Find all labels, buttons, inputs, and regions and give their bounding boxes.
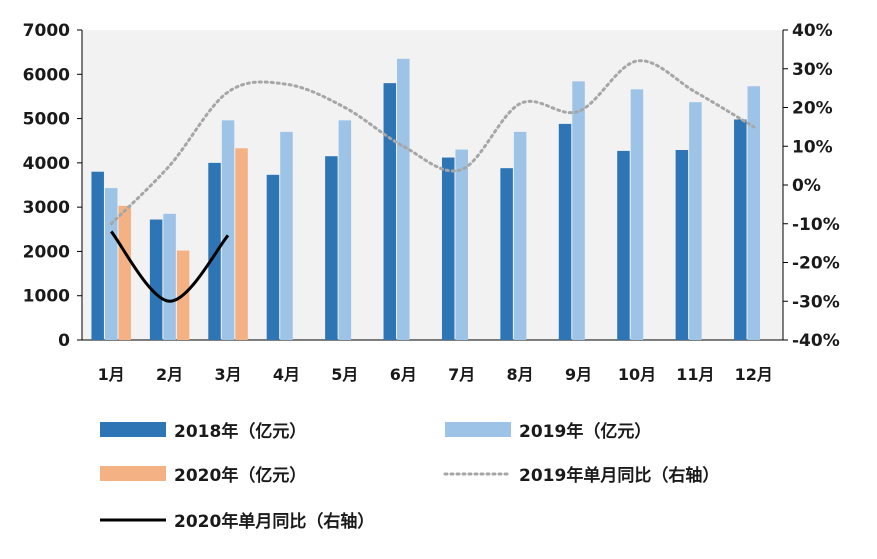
x-tick-label: 5月 [331, 365, 358, 384]
bar-1-3 [208, 162, 221, 340]
x-tick-label: 2月 [156, 365, 183, 384]
left-tick-label: 6000 [23, 65, 70, 85]
bar-2-12 [747, 86, 761, 340]
right-tick-label: 10% [792, 137, 833, 157]
right-tick-label: -20% [792, 254, 840, 274]
bar-3-3 [235, 148, 248, 340]
legend-swatch-1 [100, 422, 166, 437]
x-tick-label: 6月 [390, 365, 417, 384]
bar-1-4 [266, 174, 280, 340]
left-tick-label: 4000 [23, 154, 70, 174]
x-tick-label: 9月 [565, 365, 592, 384]
legend-label-3: 2020年（亿元） [174, 465, 306, 486]
bar-1-2 [149, 219, 163, 340]
bar-2-11 [689, 102, 702, 340]
right-tick-label: 30% [792, 60, 833, 80]
plot-area [82, 30, 783, 340]
right-tick-label: 20% [792, 99, 833, 119]
bar-1-11 [675, 150, 689, 340]
bar-1-6 [383, 83, 397, 341]
legend-label-1: 2018年（亿元） [174, 421, 306, 442]
line-series-1 [109, 59, 756, 226]
bar-1-7 [441, 157, 455, 340]
legend-swatch-2 [445, 422, 511, 437]
x-tick-label: 7月 [448, 365, 475, 384]
legend-label-4: 2019年单月同比（右轴） [519, 465, 719, 486]
bar-2-1 [104, 188, 118, 340]
right-tick-label: -10% [792, 215, 840, 235]
legend-label-2: 2019年（亿元） [519, 421, 651, 442]
bar-2-5 [338, 120, 352, 340]
x-tick-label: 4月 [273, 365, 300, 384]
bar-2-6 [397, 58, 410, 341]
x-tick-label: 10月 [618, 365, 656, 384]
x-tick-label: 1月 [98, 365, 125, 384]
left-tick-label: 2000 [23, 242, 70, 262]
bar-2-8 [513, 131, 527, 340]
bar-1-5 [325, 156, 338, 340]
bar-2-9 [572, 81, 585, 340]
legend-swatch-3 [100, 466, 166, 481]
right-tick-label: -30% [792, 292, 840, 312]
legend-label-5: 2020年单月同比（右轴） [174, 511, 374, 532]
line-series-2 [110, 230, 230, 303]
left-tick-label: 1000 [23, 287, 70, 307]
bar-2-4 [280, 131, 293, 340]
left-tick-label: 7000 [23, 21, 70, 41]
left-tick-label: 0 [58, 331, 70, 351]
bar-2-2 [163, 213, 176, 340]
bar-2-7 [455, 149, 468, 340]
x-tick-label: 12月 [735, 365, 773, 384]
bar-1-9 [558, 123, 572, 340]
bar-2-3 [221, 120, 235, 340]
right-tick-label: -40% [792, 331, 840, 351]
left-tick-label: 5000 [23, 110, 70, 130]
bar-1-10 [617, 150, 630, 340]
bar-1-12 [734, 119, 747, 340]
bar-3-1 [118, 205, 131, 340]
x-tick-label: 8月 [507, 365, 534, 384]
left-tick-label: 3000 [23, 198, 70, 218]
bar-1-1 [91, 171, 104, 340]
right-tick-label: 40% [792, 21, 833, 41]
bar-1-8 [500, 168, 513, 340]
bar-2-10 [630, 89, 644, 340]
x-tick-label: 3月 [214, 365, 241, 384]
x-tick-label: 11月 [676, 365, 714, 384]
right-tick-label: 0% [792, 176, 821, 196]
